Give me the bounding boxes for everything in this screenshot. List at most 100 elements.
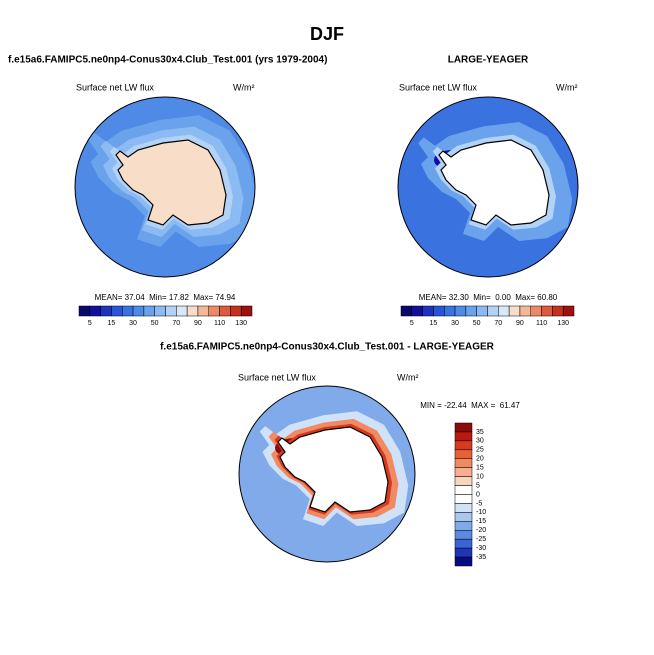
colorbar-box [454,547,473,558]
panel-title: f.e15a6.FAMIPC5.ne0np4-Conus30x4.Club_Te… [8,55,327,66]
colorbar-box [562,305,575,317]
colorbar-box [508,305,521,317]
colorbar-box [454,556,473,567]
colorbar-label: 35 [476,429,484,436]
colorbar-box [476,305,488,317]
colorbar-box [89,305,101,317]
colorbar-box [465,305,477,317]
colorbar-label: 50 [151,320,159,327]
map [398,97,578,277]
colorbar-label: 5 [476,482,480,489]
colorbar-box [197,305,209,317]
panel-title: f.e15a6.FAMIPC5.ne0np4-Conus30x4.Club_Te… [160,342,495,353]
colorbar-box [433,305,445,317]
colorbar-label: 130 [235,320,247,327]
colorbar-label: 90 [194,320,202,327]
colorbar-label: -10 [476,509,486,516]
colorbar-box [154,305,166,317]
colorbar-box [454,422,473,433]
colorbar-box [487,305,499,317]
colorbar-label: -35 [476,554,486,561]
colorbar-box [400,305,413,317]
colorbar-label: 110 [536,320,547,327]
stats: MIN = -22.44 MAX = 61.47 [420,401,520,410]
colorbar-label: 10 [476,473,484,480]
colorbar-label: 30 [129,320,137,327]
colorbar-label: 5 [410,320,414,327]
colorbar-box [230,305,242,317]
colorbar-box [541,305,553,317]
colorbar-box [454,494,473,504]
colorbar-label: 0 [476,491,480,498]
colorbar-label: -15 [476,518,486,525]
colorbar-box [454,431,473,442]
colorbar-box [454,476,473,486]
map-border [397,96,579,278]
stats: MEAN= 32.30 Min= 0.00 Max= 60.80 [419,293,558,302]
units: W/m² [397,372,419,382]
colorbar-box [454,538,473,549]
map [75,97,255,277]
colorbar-box [78,305,91,317]
colorbar-box [530,305,542,317]
colorbar-label: 15 [430,320,438,327]
colorbar-box [411,305,423,317]
colorbar-label: 90 [516,320,524,327]
colorbar-box [454,440,473,451]
colorbar-box [176,305,188,317]
colorbar-label: 130 [557,320,569,327]
colorbar-box [219,305,231,317]
colorbar-box [240,305,253,317]
units: W/m² [556,82,578,92]
colorbar-box [186,305,199,317]
colorbar-box [454,458,473,468]
colorbar-label: 30 [476,438,484,445]
colorbar-box [122,305,134,317]
colorbar-box [444,305,456,317]
colorbar-box [132,305,145,317]
colorbar-box [208,305,220,317]
stats: MEAN= 37.04 Min= 17.82 Max= 74.94 [95,293,236,302]
colorbar-box [454,503,473,513]
colorbar: 5 15 30 50 70 90 110 130 [78,305,253,327]
panel-title: LARGE-YEAGER [448,55,529,66]
colorbar-box [454,467,473,477]
colorbar-label: 15 [476,465,484,472]
colorbar-label: 50 [473,320,481,327]
colorbar-box [498,305,510,317]
map-border [74,96,256,278]
units: W/m² [233,82,255,92]
colorbar-box [165,305,177,317]
variable: Surface net LW flux [238,372,316,382]
colorbar-label: -25 [476,536,486,543]
colorbar-box [422,305,434,317]
colorbar-label: 30 [451,320,459,327]
colorbar-box [454,449,473,459]
colorbar-box [552,305,564,317]
colorbar: 5 15 30 50 70 90 110 130 [400,305,575,327]
colorbar-label: 25 [476,447,484,454]
map-border [238,385,416,563]
map [239,386,415,562]
colorbar-label: -20 [476,527,486,534]
colorbar-label: 70 [172,320,180,327]
colorbar-box [454,512,473,522]
colorbar-box [111,305,123,317]
colorbar-label: 70 [494,320,502,327]
colorbar-label: -30 [476,545,486,552]
variable: Surface net LW flux [399,82,477,92]
colorbar-box [454,305,467,317]
colorbar-label: 110 [214,320,225,327]
colorbar-box [454,485,473,495]
colorbar-label: 5 [88,320,92,327]
colorbar-label: 15 [108,320,116,327]
colorbar-box [143,305,155,317]
colorbar-label: 20 [476,456,484,463]
colorbar-box [100,305,112,317]
colorbar-box [519,305,531,317]
colorbar-box [454,521,473,531]
colorbar-box [454,530,473,540]
variable: Surface net LW flux [76,82,154,92]
